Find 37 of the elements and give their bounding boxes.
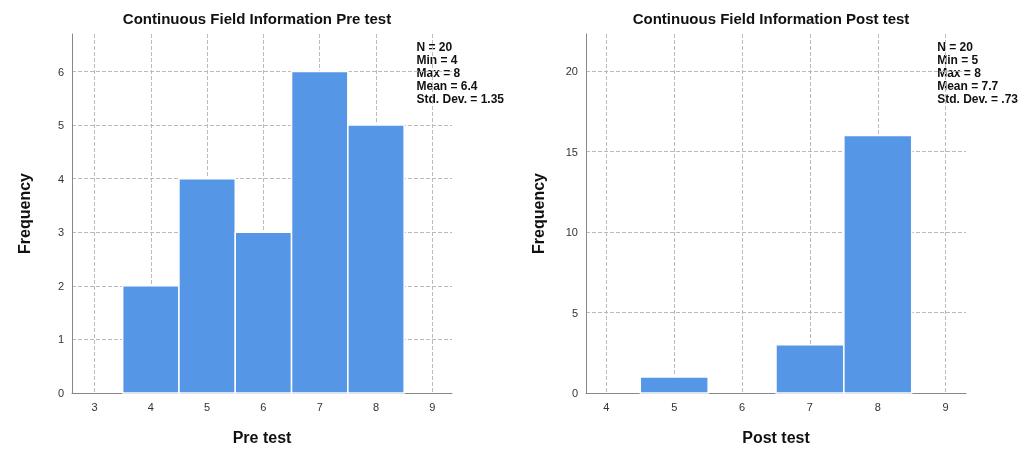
x-tick-label: 9: [942, 400, 949, 413]
y-axis-title: Frequency: [15, 172, 33, 254]
x-tick-label: 5: [671, 400, 678, 413]
x-axis-title: Post test: [742, 428, 811, 446]
chart-title: Continuous Field Information Post test: [632, 10, 910, 27]
annotation: N = 20: [937, 39, 974, 54]
x-tick-label: 8: [874, 400, 881, 413]
y-tick-label: 5: [571, 306, 578, 319]
x-tick-label: 8: [372, 400, 380, 413]
y-tick-label: 5: [57, 119, 64, 132]
y-tick-label: 0: [57, 387, 64, 399]
x-tick-label: 4: [147, 400, 154, 413]
annotation: Min = 4: [416, 52, 458, 67]
y-tick-label: 2: [57, 279, 64, 292]
y-tick-label: 4: [57, 172, 64, 185]
x-tick-label: 5: [204, 400, 211, 413]
annotation: Std. Dev. = .73: [937, 91, 1019, 106]
y-tick-label: 0: [571, 387, 578, 399]
x-tick-label: 7: [806, 400, 813, 413]
x-axis-title: Pre test: [232, 428, 293, 446]
x-tick-label: 9: [429, 400, 436, 413]
annotation: Mean = 7.7: [937, 78, 999, 93]
x-tick-label: 4: [603, 400, 610, 413]
y-tick-label: 3: [57, 226, 64, 239]
annotation: Std. Dev. = 1.35: [416, 91, 505, 106]
y-tick-label: 15: [565, 145, 578, 158]
y-tick-label: 10: [565, 226, 578, 239]
y-tick-label: 1: [57, 333, 64, 346]
y-axis-title: Frequency: [529, 172, 547, 254]
x-tick-label: 7: [316, 400, 323, 413]
x-tick-label: 6: [260, 400, 267, 413]
y-tick-label: 20: [565, 65, 578, 78]
x-tick-label: 3: [91, 400, 98, 413]
y-tick-label: 6: [57, 65, 64, 78]
annotation: Mean = 6.4: [416, 78, 478, 93]
chart-title: Continuous Field Information Pre test: [122, 10, 392, 27]
x-tick-label: 6: [739, 400, 746, 413]
